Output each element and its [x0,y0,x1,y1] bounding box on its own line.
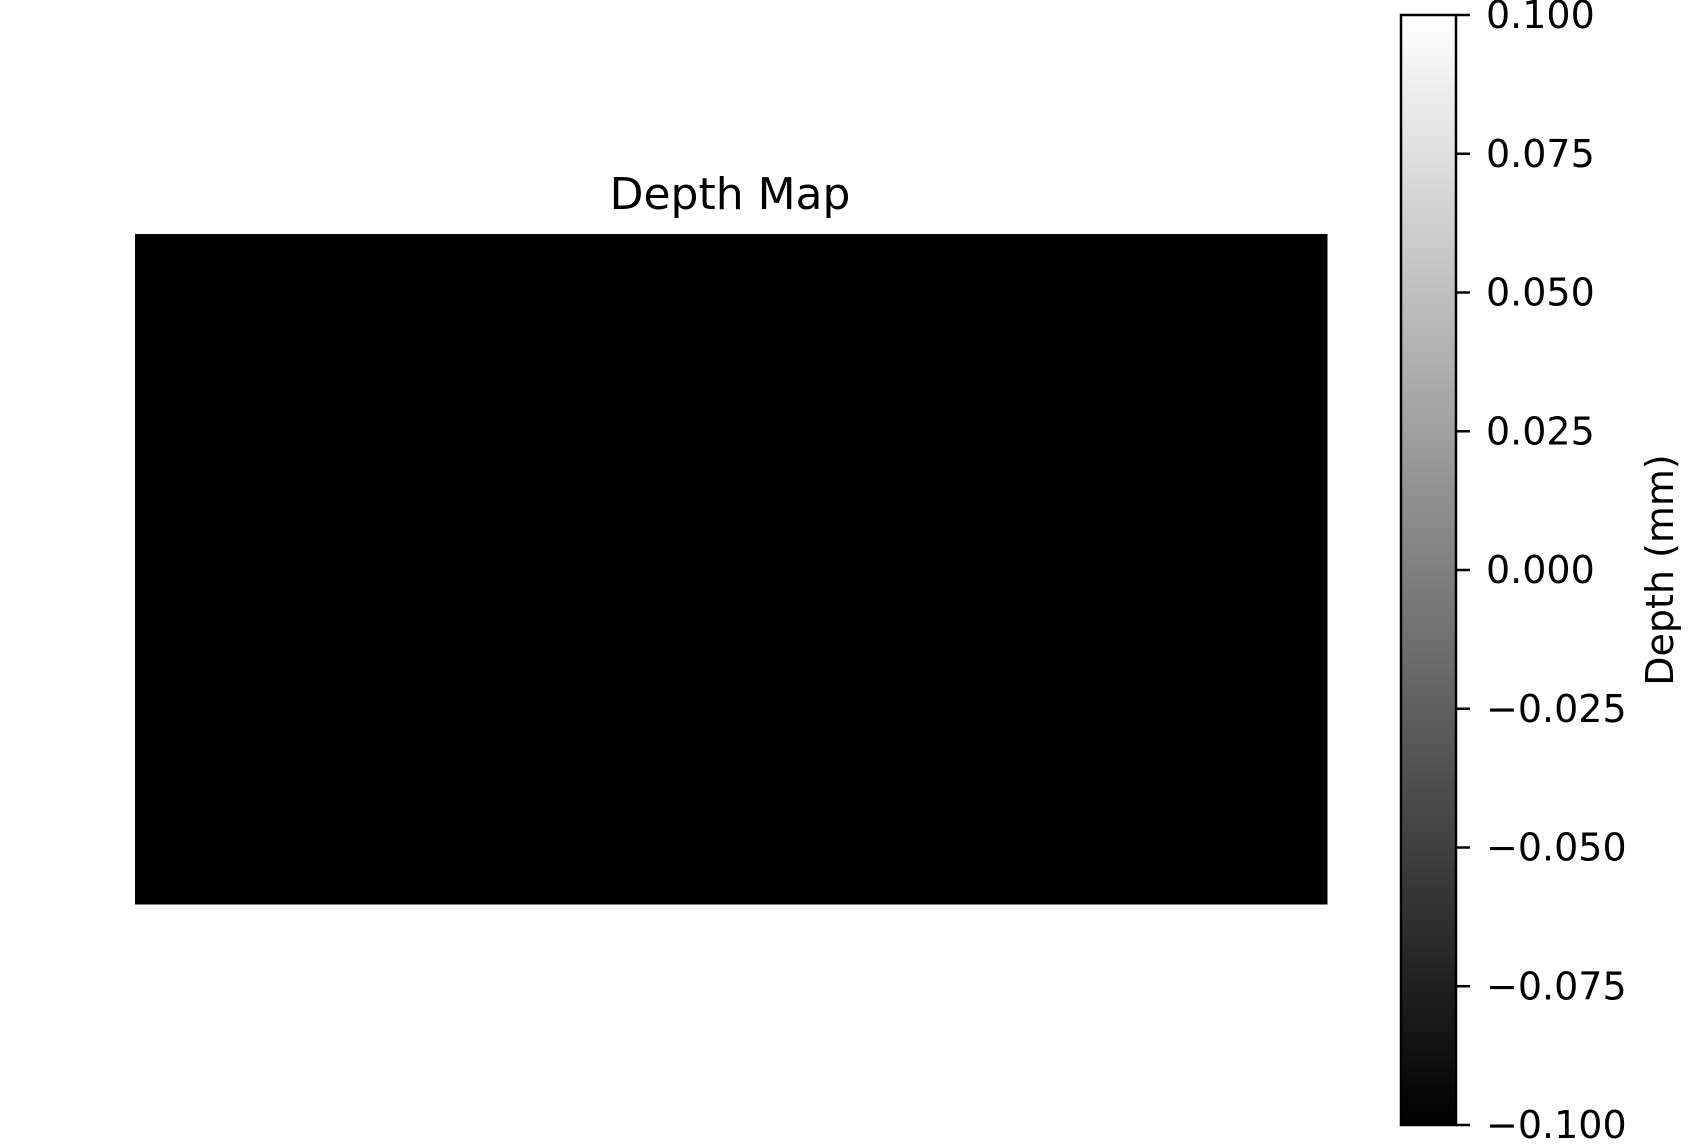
colorbar-label: Depth (mm) [1638,454,1682,686]
chart-title: Depth Map [610,169,851,220]
colorbar-tick-label: −0.050 [1486,826,1627,870]
colorbar-tick-label: −0.025 [1486,687,1627,731]
colorbar-tick-label: −0.075 [1486,964,1627,1008]
colorbar-tick-label: 0.100 [1486,0,1595,37]
heatmap-image [135,234,1328,905]
colorbar-tick-label: 0.000 [1486,548,1595,592]
colorbar-tick-label: −0.100 [1486,1103,1627,1147]
colorbar-tick-label: 0.025 [1486,409,1595,453]
colorbar: −0.100 −0.075 −0.050 −0.025 0.000 0.025 0.050 0… [1399,0,1682,1147]
colorbar-tick-label: 0.075 [1486,132,1595,176]
colorbar-ticks: −0.100 −0.075 −0.050 −0.025 0.000 0.025 0.050 0… [1456,0,1627,1147]
colorbar-gradient-bar [1401,15,1456,1125]
heatmap-cell [135,234,1328,905]
colorbar-tick-label: 0.050 [1486,271,1595,315]
